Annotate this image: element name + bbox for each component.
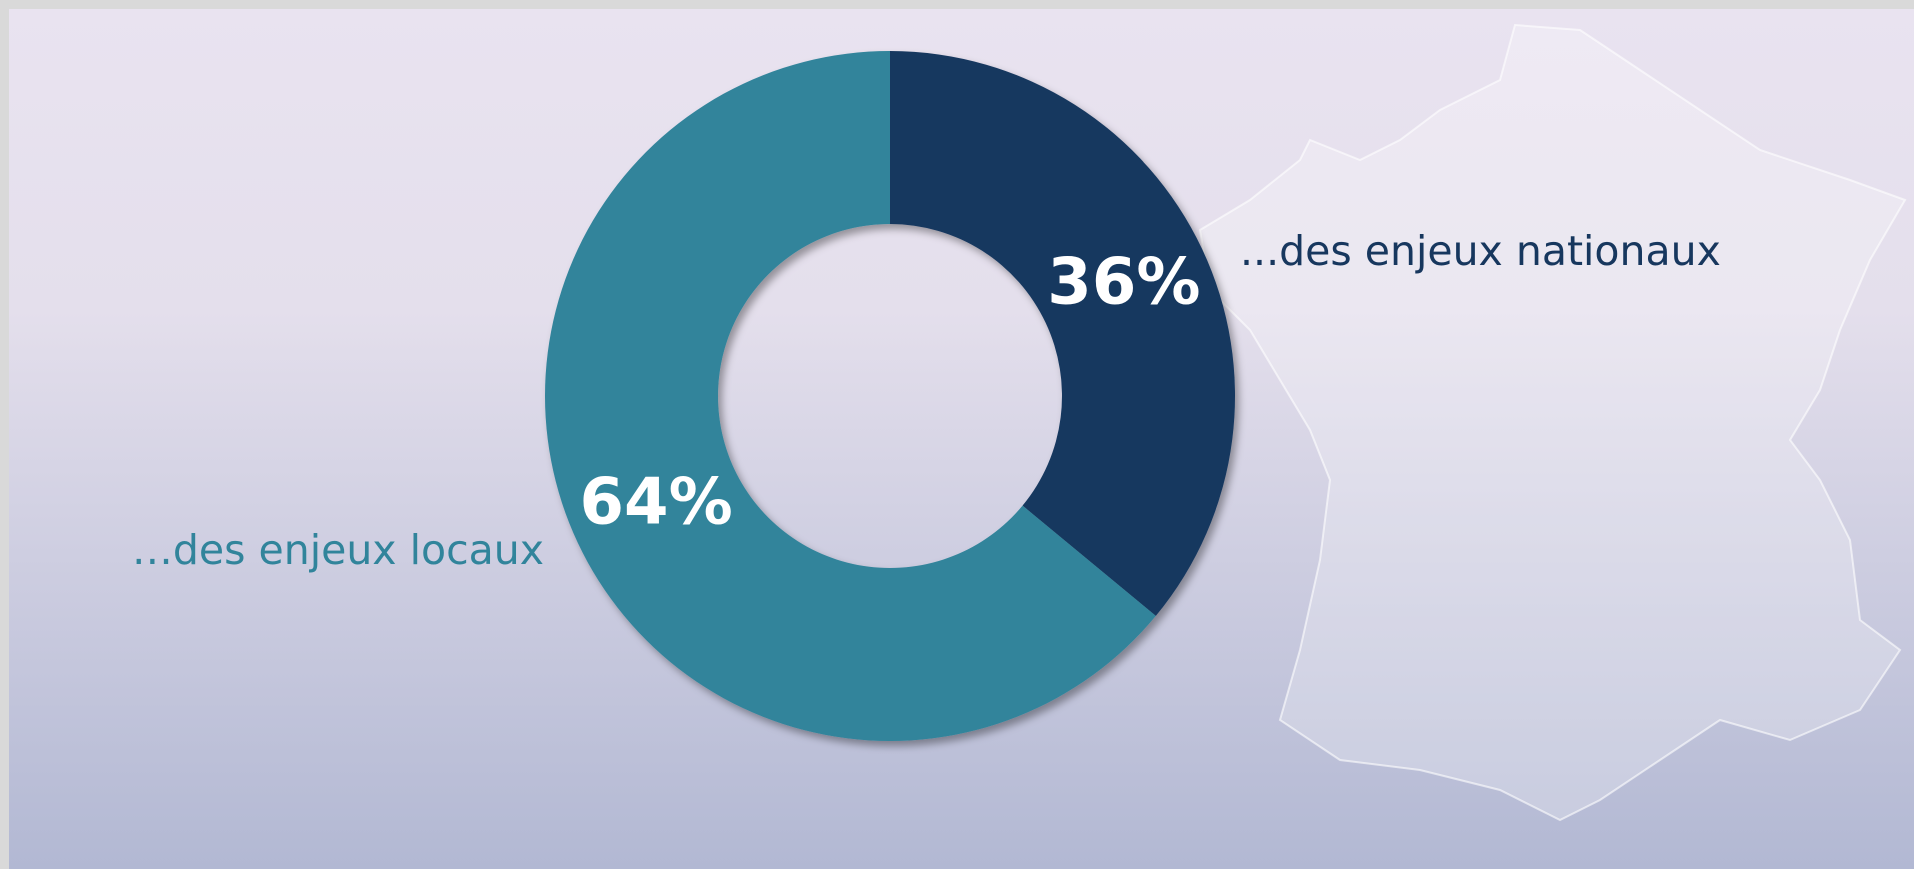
donut	[544, 51, 1235, 741]
value-label: 36%	[1047, 246, 1200, 320]
category-label: ...des enjeux nationaux	[1240, 227, 1721, 275]
value-label: 64%	[580, 466, 733, 540]
slice	[544, 51, 1156, 741]
map-france	[1198, 23, 1907, 822]
slice	[890, 51, 1235, 616]
category-label: …des enjeux locaux	[132, 526, 544, 574]
